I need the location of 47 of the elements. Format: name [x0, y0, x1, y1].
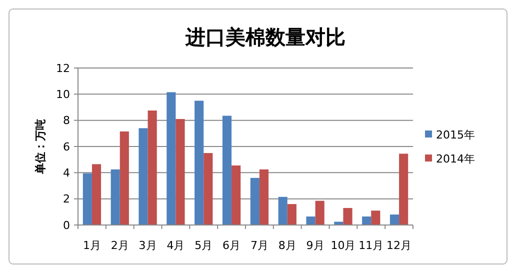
bar [334, 222, 344, 225]
bar [138, 128, 148, 225]
bar [166, 92, 176, 225]
y-tick-label: 6 [63, 140, 70, 154]
x-tick-label: 10月 [330, 239, 356, 252]
bar [120, 131, 129, 225]
bar [92, 164, 102, 225]
bar [343, 208, 352, 225]
x-tick-label: 12月 [386, 239, 412, 252]
x-tick-label: 8月 [278, 239, 296, 252]
bar [250, 178, 260, 225]
bar [390, 214, 400, 225]
x-tick-label: 2月 [110, 239, 129, 252]
bar [232, 165, 241, 225]
bar [399, 154, 408, 225]
x-tick-label: 7月 [250, 239, 268, 252]
bar [110, 169, 120, 225]
x-tick-label: 6月 [222, 239, 241, 252]
x-tick-label: 5月 [194, 239, 213, 252]
y-tick-label: 12 [56, 62, 70, 75]
bar [222, 116, 232, 225]
bar [315, 200, 324, 225]
chart-title: 进口美棉数量对比 [184, 25, 346, 49]
bar [259, 169, 269, 225]
x-tick-label: 4月 [166, 239, 185, 252]
x-tick-label: 9月 [306, 239, 324, 252]
y-tick-label: 8 [63, 114, 70, 128]
y-tick-label: 10 [56, 88, 70, 102]
bar [371, 210, 380, 225]
bar [204, 153, 213, 225]
bar [82, 173, 92, 225]
bar [194, 100, 204, 225]
y-axis-title: 单位：万吨 [34, 119, 47, 175]
y-tick-label: 4 [63, 166, 70, 180]
x-tick-label: 1月 [82, 239, 101, 252]
bar [287, 204, 296, 225]
bar [306, 216, 316, 225]
bar [278, 196, 288, 225]
bar [176, 119, 185, 225]
x-tick-label: 11月 [358, 239, 384, 252]
bar [362, 216, 372, 225]
legend-label: 2014年 [436, 152, 475, 166]
x-tick-label: 3月 [138, 239, 157, 252]
y-tick-label: 2 [63, 192, 70, 206]
bar [148, 110, 157, 225]
legend-label: 2015年 [436, 128, 475, 142]
y-tick-label: 0 [63, 218, 70, 232]
